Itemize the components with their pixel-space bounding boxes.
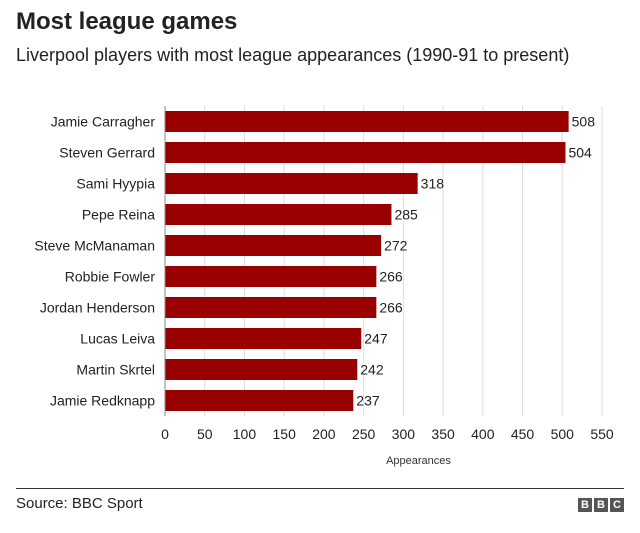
category-label: Martin Skrtel — [76, 362, 155, 378]
x-axis-label: Appearances — [386, 455, 451, 467]
bar — [165, 142, 566, 163]
x-tick-label: 300 — [392, 426, 416, 442]
bar — [165, 235, 382, 256]
category-label: Robbie Fowler — [65, 269, 156, 285]
x-tick-label: 150 — [273, 426, 297, 442]
category-label: Jordan Henderson — [40, 300, 155, 316]
x-tick-label: 200 — [312, 426, 336, 442]
logo-letter: B — [594, 498, 608, 512]
data-label: 237 — [356, 393, 380, 409]
bar — [165, 390, 354, 411]
x-tick-label: 250 — [352, 426, 376, 442]
bbc-logo: B B C — [578, 498, 624, 512]
category-label: Lucas Leiva — [80, 331, 155, 347]
category-label: Jamie Redknapp — [50, 393, 155, 409]
data-label: 318 — [421, 176, 445, 192]
data-label: 247 — [364, 331, 388, 347]
source-note: Source: BBC Sport — [16, 495, 143, 512]
data-label: 266 — [379, 269, 403, 285]
logo-letter: C — [610, 498, 624, 512]
bar — [165, 359, 358, 380]
chart-subtitle: Liverpool players with most league appea… — [16, 45, 570, 65]
data-label: 508 — [572, 114, 596, 130]
category-label: Jamie Carragher — [51, 114, 156, 130]
logo-letter: B — [578, 498, 592, 512]
data-label: 272 — [384, 238, 408, 254]
chart-title: Most league games — [16, 8, 238, 35]
x-tick-label: 450 — [511, 426, 535, 442]
x-tick-label: 400 — [471, 426, 495, 442]
x-tick-label: 50 — [197, 426, 213, 442]
bar — [165, 204, 392, 225]
bar-chart: Jamie Carragher 508 Steven Gerrard 504 Sami … — [34, 106, 614, 467]
bar — [165, 266, 377, 287]
x-tick-label: 350 — [431, 426, 455, 442]
bar — [165, 297, 377, 318]
data-label: 242 — [360, 362, 384, 378]
x-tick-label: 0 — [161, 426, 169, 442]
category-label: Sami Hyypia — [76, 176, 155, 192]
data-label: 504 — [568, 145, 592, 161]
data-label: 285 — [394, 207, 418, 223]
data-label: 266 — [379, 300, 403, 316]
footer-divider — [16, 488, 624, 489]
x-tick-label: 500 — [551, 426, 575, 442]
bar — [165, 173, 418, 194]
category-label: Steven Gerrard — [59, 145, 155, 161]
x-tick-label: 100 — [233, 426, 257, 442]
bar — [165, 328, 362, 349]
category-label: Steve McManaman — [34, 238, 155, 254]
x-tick-label: 550 — [590, 426, 614, 442]
bar — [165, 111, 569, 132]
category-label: Pepe Reina — [82, 207, 155, 223]
